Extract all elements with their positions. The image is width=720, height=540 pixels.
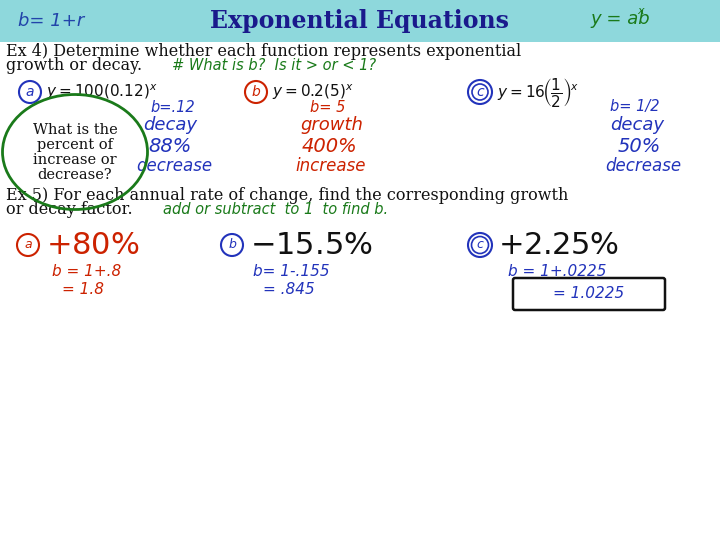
Text: b = 1+.0225: b = 1+.0225 <box>508 264 606 279</box>
Text: c: c <box>477 239 483 252</box>
Text: = .845: = .845 <box>263 281 315 296</box>
Text: decay: decay <box>610 116 664 134</box>
Text: y = ab: y = ab <box>590 10 649 28</box>
Text: b: b <box>251 85 261 99</box>
Text: = 1.8: = 1.8 <box>62 281 104 296</box>
Text: c: c <box>476 85 484 99</box>
Text: b= 1+r: b= 1+r <box>18 12 84 30</box>
Text: $+80\%$: $+80\%$ <box>46 231 140 260</box>
Text: b = 1+.8: b = 1+.8 <box>52 264 121 279</box>
FancyBboxPatch shape <box>513 278 665 310</box>
Text: growth: growth <box>300 116 363 134</box>
Text: 88%: 88% <box>148 138 192 157</box>
Text: $+2.25\%$: $+2.25\%$ <box>498 231 619 260</box>
Text: a: a <box>24 239 32 252</box>
Text: or decay factor.: or decay factor. <box>6 200 132 218</box>
Text: decrease: decrease <box>136 157 212 175</box>
Text: decrease?: decrease? <box>37 168 112 182</box>
Text: b=.12: b=.12 <box>150 100 194 116</box>
Text: percent of: percent of <box>37 138 113 152</box>
Text: $-15.5\%$: $-15.5\%$ <box>250 231 373 260</box>
Text: add or subtract  to 1  to find b.: add or subtract to 1 to find b. <box>163 201 388 217</box>
Text: = 1.0225: = 1.0225 <box>554 287 625 301</box>
Text: decrease: decrease <box>605 157 681 175</box>
Text: b= 1-.155: b= 1-.155 <box>253 264 330 279</box>
Text: 50%: 50% <box>618 138 661 157</box>
Text: x: x <box>637 6 644 16</box>
Text: increase or: increase or <box>33 153 117 167</box>
Text: decay: decay <box>143 116 197 134</box>
Text: $y = 100(0.12)^x$: $y = 100(0.12)^x$ <box>46 82 158 102</box>
Text: 400%: 400% <box>302 138 358 157</box>
Text: $y = 16\!\left(\dfrac{1}{2}\right)^{\!x}$: $y = 16\!\left(\dfrac{1}{2}\right)^{\!x}… <box>497 76 579 109</box>
Text: a: a <box>26 85 35 99</box>
Text: b: b <box>228 239 236 252</box>
Text: # What is b?  Is it > or < 1?: # What is b? Is it > or < 1? <box>172 58 376 73</box>
FancyBboxPatch shape <box>0 0 720 42</box>
Text: $y = 0.2(5)^x$: $y = 0.2(5)^x$ <box>272 82 354 102</box>
Text: increase: increase <box>295 157 366 175</box>
Text: b= 1/2: b= 1/2 <box>610 99 660 114</box>
Text: b= 5: b= 5 <box>310 100 346 116</box>
Text: Ex 4) Determine whether each function represents exponential: Ex 4) Determine whether each function re… <box>6 44 521 60</box>
Text: Exponential Equations: Exponential Equations <box>210 9 510 33</box>
Text: Ex 5) For each annual rate of change, find the corresponding growth: Ex 5) For each annual rate of change, fi… <box>6 186 568 204</box>
Text: growth or decay.: growth or decay. <box>6 57 142 75</box>
Text: What is the: What is the <box>32 123 117 137</box>
